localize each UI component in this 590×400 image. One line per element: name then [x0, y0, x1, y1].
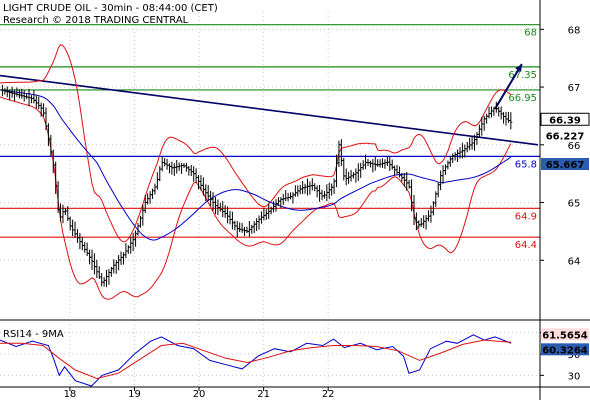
candles [0, 84, 513, 288]
price-tick-label: 66 [568, 141, 581, 152]
rsi-value-badge-label: 60.3264 [542, 345, 588, 356]
bollinger-value-badge-label: 66.227 [546, 132, 585, 143]
rsi-title: RSI14 - 9MA [3, 329, 64, 340]
rsi-value-badge-bg [541, 343, 589, 356]
date-tick-label: 18 [64, 389, 77, 400]
level-label-support: 64.4 [515, 240, 537, 251]
bollinger-upper-band [0, 43, 512, 243]
date-tick-label: 20 [193, 389, 206, 400]
price-tick-label: 67 [568, 83, 581, 94]
rsi-ma-value-badge-bg [541, 328, 589, 341]
ma-value-badge-bg [541, 158, 589, 171]
level-label-support: 64.9 [515, 211, 537, 222]
level-lines: 68 67.35 66.95 65.8 64.9 64.4 [0, 24, 540, 251]
trendline [0, 74, 539, 146]
price-tick-label: 65 [568, 199, 581, 210]
rsi-tick-label: 50 [568, 350, 581, 361]
date-tick-label: 19 [128, 389, 141, 400]
forecast-arrow-head [515, 63, 522, 72]
rsi-panel: 705030 [0, 329, 581, 387]
forecast-arrow-shaft [494, 63, 523, 110]
level-label-resistance: 66.95 [508, 93, 537, 104]
ma-value-badge-label: 65.667 [546, 160, 585, 171]
last-price-badge-label: 66.39 [549, 115, 581, 126]
level-label-pivot: 65.8 [515, 159, 537, 170]
date-tick-label: 21 [257, 389, 270, 400]
grid [0, 12, 540, 386]
rsi-tick-label: 30 [568, 371, 581, 382]
rsi-line [0, 334, 512, 387]
last-price-badge-bg [540, 112, 590, 126]
value-badges: 66.39 66.227 65.667 61.5654 60.3264 [540, 112, 590, 356]
price-tick-label: 68 [568, 25, 581, 36]
rsi-ma-line [0, 339, 512, 380]
level-label-resistance: 68 [524, 28, 537, 39]
level-label-resistance: 67.35 [508, 70, 537, 81]
moving-average-line [0, 89, 512, 241]
chart-title: LIGHT CRUDE OIL - 30min - 08:44:00 (CET) [3, 3, 218, 14]
chart-credit: Research © 2018 TRADING CENTRAL [3, 15, 189, 26]
date-tick-label: 22 [322, 389, 335, 400]
indicator-lines [0, 43, 523, 300]
rsi-ma-value-badge-label: 61.5654 [542, 330, 588, 341]
bollinger-value-badge-bg [541, 129, 589, 142]
bollinger-lower-band [0, 96, 512, 300]
price-tick-label: 64 [568, 256, 581, 267]
